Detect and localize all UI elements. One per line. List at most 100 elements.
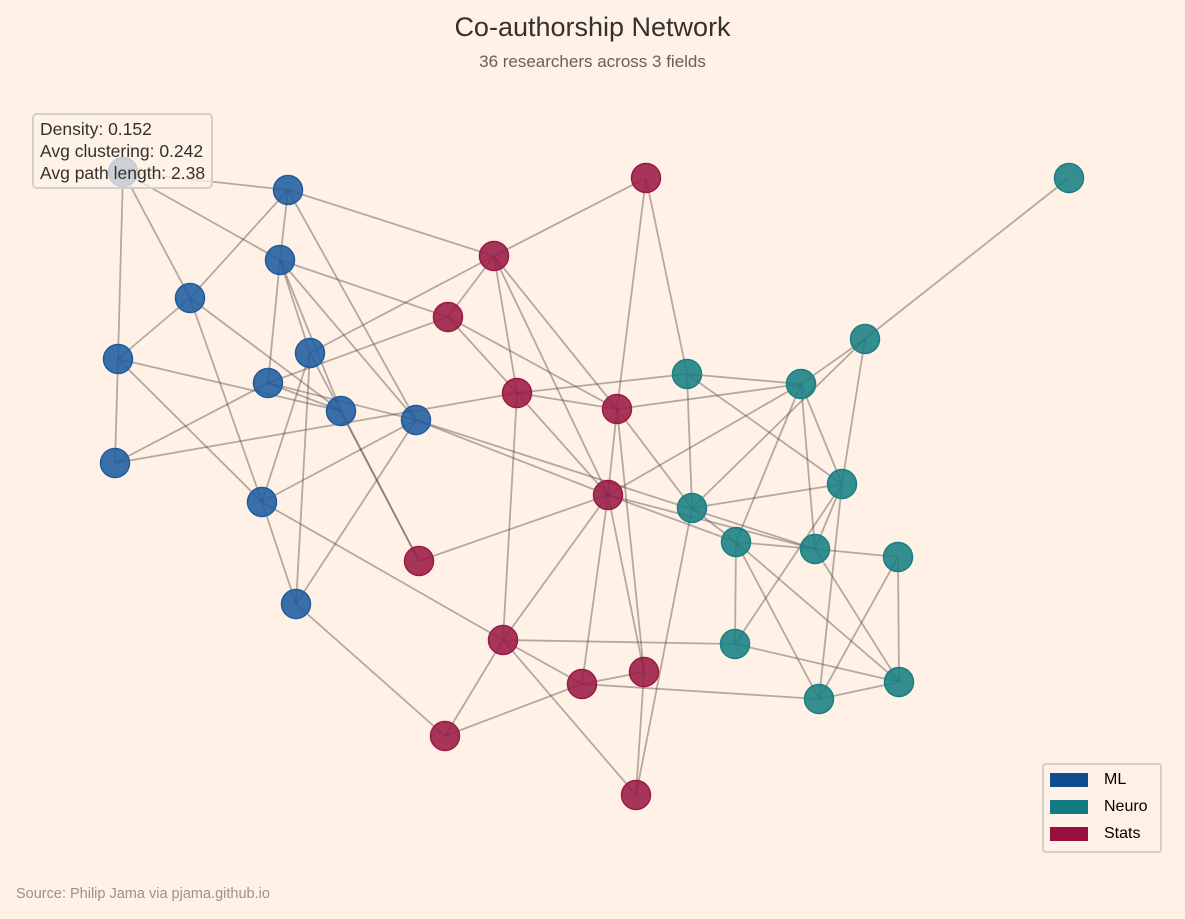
node-neuro-N2 (671, 358, 703, 390)
edge-S1-S5 (493, 255, 609, 496)
edge-A4-A7 (117, 358, 342, 412)
node-neuro-N10 (883, 666, 915, 698)
edge-N7-N10 (814, 548, 900, 683)
legend-item-stats: Stats (1050, 825, 1140, 843)
edge-N9-S7 (502, 639, 736, 645)
edge-A2-A5 (279, 259, 311, 354)
node-neuro-N8 (882, 541, 914, 573)
legend: ML Neuro Stats (1042, 763, 1162, 853)
node-ml-A8 (400, 404, 432, 436)
node-neuro-N11 (803, 683, 835, 715)
edge-A5-A11 (295, 352, 311, 605)
density-stat: Density: 0.152 (40, 119, 152, 139)
node-ml-A9 (99, 447, 131, 479)
edge-N1-N4 (841, 338, 866, 485)
edge-N2-N3 (686, 373, 802, 385)
edge-A2-A7 (279, 259, 342, 412)
edge-A8-A10 (261, 419, 417, 503)
edge-N6-N10 (735, 541, 900, 683)
node-stats-S8 (566, 668, 598, 700)
edge-S3-S5 (516, 392, 609, 496)
edge-N6-N11 (735, 541, 820, 700)
node-ml-A11 (280, 588, 312, 620)
node-stats-S6 (403, 545, 435, 577)
edge-S2-S3 (447, 316, 518, 394)
edge-N5-S11 (635, 507, 693, 796)
chart-subtitle: 36 researchers across 3 fields (479, 52, 706, 71)
edge-S1-S3 (493, 255, 518, 394)
edge-S5-N6 (607, 494, 737, 543)
node-neuro-N1 (849, 323, 881, 355)
edge-S1-S4 (493, 255, 618, 410)
legend-swatch (1050, 827, 1088, 841)
node-stats-S4 (601, 393, 633, 425)
edge-N3-N6 (735, 383, 802, 543)
clustering-stat: Avg clustering: 0.242 (40, 141, 204, 161)
edge-A3-A7 (189, 297, 342, 412)
legend-label: Stats (1104, 825, 1141, 842)
edge-A7-S6 (340, 410, 420, 562)
edge-A10-S7 (261, 501, 504, 641)
edge-N11-S8 (581, 683, 820, 700)
edge-S0-N2 (645, 177, 688, 375)
node-neuro-N4 (826, 468, 858, 500)
edge-N8-N11 (818, 556, 899, 700)
edge-A4-A10 (117, 358, 263, 503)
edge-S4-S9 (616, 408, 645, 673)
edge-N2-N5 (686, 373, 693, 509)
node-ml-A1 (272, 174, 304, 206)
node-neuro-N6 (720, 526, 752, 558)
network-stats-box: Density: 0.152 Avg clustering: 0.242 Avg… (32, 113, 214, 189)
node-stats-S10 (429, 720, 461, 752)
edge-A1-S1 (287, 189, 495, 257)
edge-N9-N10 (734, 643, 900, 683)
edge-S0-S4 (616, 177, 647, 410)
edge-N3-N4 (800, 383, 843, 485)
node-ml-A6 (252, 367, 284, 399)
edge-A0-A4 (117, 171, 124, 360)
edge-S5-S9 (607, 494, 645, 673)
nodes-layer (99, 156, 1085, 811)
node-neuro-N5 (676, 492, 708, 524)
edge-S3-S4 (516, 392, 618, 410)
node-neuro-N9 (719, 628, 751, 660)
edge-A5-A10 (261, 352, 311, 503)
edge-A2-A6 (267, 259, 281, 384)
edge-S4-N5 (616, 408, 693, 509)
edge-A5-S1 (309, 255, 495, 354)
edge-N2-N4 (686, 373, 843, 485)
edge-S5-N3 (607, 383, 802, 496)
edge-A6-S2 (267, 316, 449, 384)
legend-swatch (1050, 773, 1088, 787)
edge-N8-N10 (897, 556, 900, 683)
edge-A3-A10 (189, 297, 263, 503)
edge-A5-S6 (309, 352, 420, 562)
node-stats-S3 (501, 377, 533, 409)
edge-A3-A4 (117, 297, 191, 360)
legend-label: ML (1104, 771, 1127, 788)
node-stats-S5 (592, 479, 624, 511)
edge-S5-S8 (581, 494, 609, 685)
edge-S5-S6 (418, 494, 609, 562)
edge-A0-A3 (122, 171, 191, 299)
node-stats-S7 (487, 624, 519, 656)
edge-A9-A6 (114, 382, 269, 464)
node-neuro-N7 (799, 533, 831, 565)
edge-N4-N9 (734, 483, 843, 645)
edge-S7-S10 (444, 639, 504, 737)
edge-N4-N11 (818, 483, 843, 700)
edge-S3-S7 (502, 392, 518, 641)
node-stats-S1 (478, 240, 510, 272)
node-stats-S11 (620, 779, 652, 811)
edge-A8-S5 (415, 419, 609, 496)
node-stats-S9 (628, 656, 660, 688)
path-length-stat: Avg path length: 2.38 (40, 163, 206, 183)
edge-S5-N7 (607, 494, 816, 550)
edge-S8-S10 (444, 683, 583, 737)
legend-item-neuro: Neuro (1050, 798, 1148, 816)
node-ml-A3 (174, 282, 206, 314)
node-stats-S0 (630, 162, 662, 194)
edge-S2-S4 (447, 316, 618, 410)
